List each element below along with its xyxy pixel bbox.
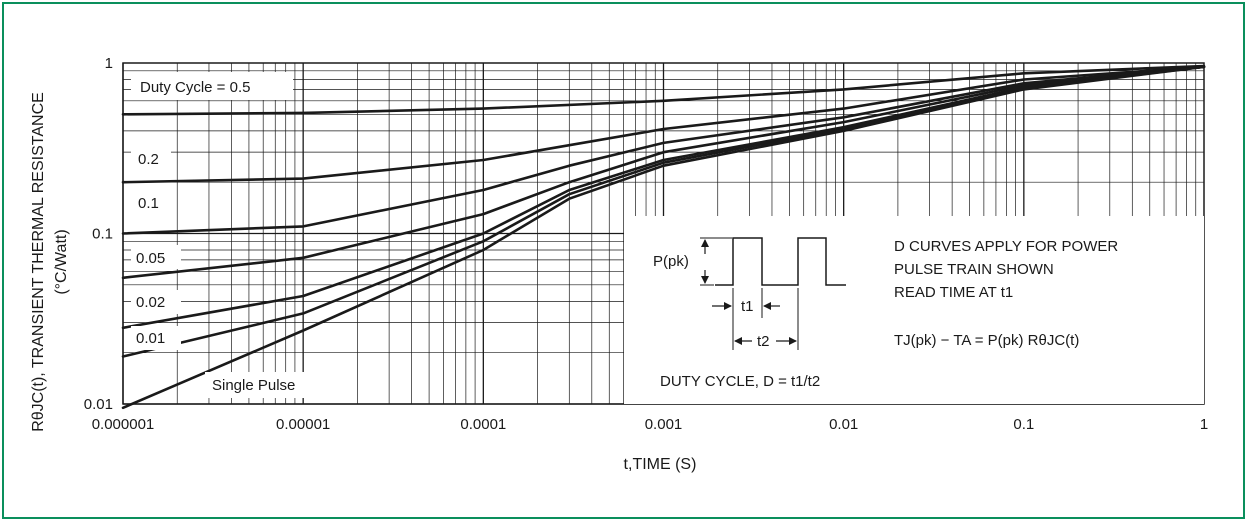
t1-label: t1 xyxy=(741,298,754,315)
pulse-waveform xyxy=(715,237,846,286)
series-line-6 xyxy=(121,65,1206,410)
label-bg xyxy=(131,326,181,350)
y-tick-label: 0.01 xyxy=(84,396,113,413)
y-tick-label: 1 xyxy=(105,55,113,72)
label-bg xyxy=(205,372,335,398)
arrowhead xyxy=(734,337,742,345)
label-bg xyxy=(131,146,171,170)
y-tick-labels: 0.01 0.1 1 xyxy=(84,55,113,413)
series-line-2 xyxy=(121,65,1206,235)
x-tick-label: 0.1 xyxy=(1013,416,1034,433)
junction-formula: TJ(pk) − TA = P(pk) RθJC(t) xyxy=(894,332,1079,349)
x-tick-label: 0.01 xyxy=(829,416,858,433)
series-line-1 xyxy=(121,65,1206,184)
y-axis-label-line1: RθJC(t), TRANSIENT THERMAL RESISTANCE xyxy=(30,92,47,432)
label-bg xyxy=(131,72,293,100)
x-tick-label: 0.0001 xyxy=(460,416,506,433)
series-label-0.01: 0.01 xyxy=(136,330,165,347)
series-label-0.02: 0.02 xyxy=(136,294,165,311)
x-tick-label: 1 xyxy=(1200,416,1208,433)
label-bg xyxy=(131,190,171,214)
arrowhead xyxy=(724,302,732,310)
y-axis-label-line2: (°C/Watt) xyxy=(53,229,70,294)
arrowhead xyxy=(763,302,771,310)
series-label-0.2: 0.2 xyxy=(138,151,159,168)
label-bg xyxy=(131,245,181,269)
ppk-label: P(pk) xyxy=(653,253,689,270)
series-label-duty-0.5: Duty Cycle = 0.5 xyxy=(140,79,250,96)
series-label-single-pulse: Single Pulse xyxy=(212,377,295,394)
curves xyxy=(121,64,1206,410)
x-tick-label: 0.000001 xyxy=(92,416,155,433)
arrowhead xyxy=(789,337,797,345)
note-line-3: READ TIME AT t1 xyxy=(894,284,1013,301)
t2-label: t2 xyxy=(757,333,770,350)
series-line-0 xyxy=(121,64,1206,116)
note-line-1: D CURVES APPLY FOR POWER xyxy=(894,238,1118,255)
y-tick-label: 0.1 xyxy=(92,226,113,243)
x-tick-label: 0.001 xyxy=(645,416,683,433)
arrowheads xyxy=(701,239,797,345)
inset-box xyxy=(624,216,1204,404)
x-tick-label: 0.00001 xyxy=(276,416,330,433)
note-line-2: PULSE TRAIN SHOWN xyxy=(894,261,1054,278)
label-bg xyxy=(131,290,181,314)
x-axis-label: t,TIME (S) xyxy=(624,456,697,473)
arrowhead xyxy=(701,276,709,284)
series-label-0.05: 0.05 xyxy=(136,250,165,267)
series-line-3 xyxy=(121,65,1206,280)
x-tick-labels: 0.000001 0.00001 0.0001 0.001 0.01 0.1 1 xyxy=(92,416,1208,433)
series-label-0.1: 0.1 xyxy=(138,195,159,212)
arrowhead xyxy=(701,239,709,247)
duty-cycle-formula: DUTY CYCLE, D = t1/t2 xyxy=(660,373,820,390)
